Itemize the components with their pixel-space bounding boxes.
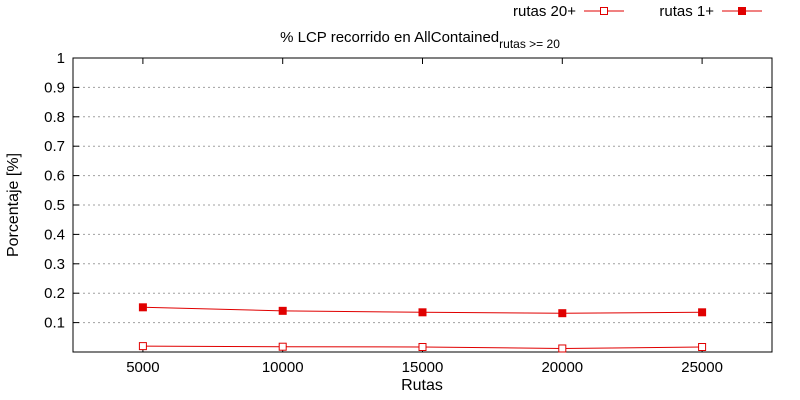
legend-label-rutas-1: rutas 1+ <box>659 3 714 20</box>
data-point <box>138 342 147 351</box>
y-tick-label: 0.5 <box>44 197 65 214</box>
chart-title-subscript: rutas >= 20 <box>499 37 560 51</box>
x-axis-label: Rutas <box>401 377 443 394</box>
y-tick-label: 0.8 <box>44 109 65 126</box>
legend-marker-rutas-1 <box>738 7 746 15</box>
y-tick-label: 1 <box>57 50 65 67</box>
data-point <box>138 303 147 312</box>
data-point <box>418 343 427 352</box>
data-point <box>278 342 287 351</box>
y-tick-label: 0.4 <box>44 226 65 243</box>
data-point <box>558 344 567 353</box>
x-tick-label: 15000 <box>402 359 444 376</box>
data-point <box>698 308 707 317</box>
legend: rutas 20+ rutas 1+ <box>513 3 762 20</box>
y-tick-label: 0.3 <box>44 256 65 273</box>
y-tick-label: 0.6 <box>44 168 65 185</box>
y-tick-label: 0.2 <box>44 285 65 302</box>
chart-title-main: % LCP recorrido en AllContained <box>280 29 499 46</box>
data-point <box>278 306 287 315</box>
y-tick-label: 0.9 <box>44 79 65 96</box>
x-tick-label: 5000 <box>126 359 159 376</box>
y-axis-label: Porcentaje [%] <box>5 153 22 257</box>
data-point <box>558 309 567 318</box>
plot-frame <box>72 57 773 353</box>
legend-label-rutas-20: rutas 20+ <box>513 3 576 20</box>
legend-marker-rutas-20 <box>600 7 608 15</box>
data-point <box>698 343 707 352</box>
x-tick-label: 10000 <box>262 359 304 376</box>
chart-title: % LCP recorrido en AllContainedrutas >= … <box>280 29 560 51</box>
x-tick-label: 20000 <box>541 359 583 376</box>
data-point <box>418 308 427 317</box>
y-tick-label: 0.7 <box>44 138 65 155</box>
grid <box>73 86 772 324</box>
y-tick-label: 0.1 <box>44 315 65 332</box>
plot-series <box>138 303 707 353</box>
x-tick-label: 25000 <box>681 359 723 376</box>
